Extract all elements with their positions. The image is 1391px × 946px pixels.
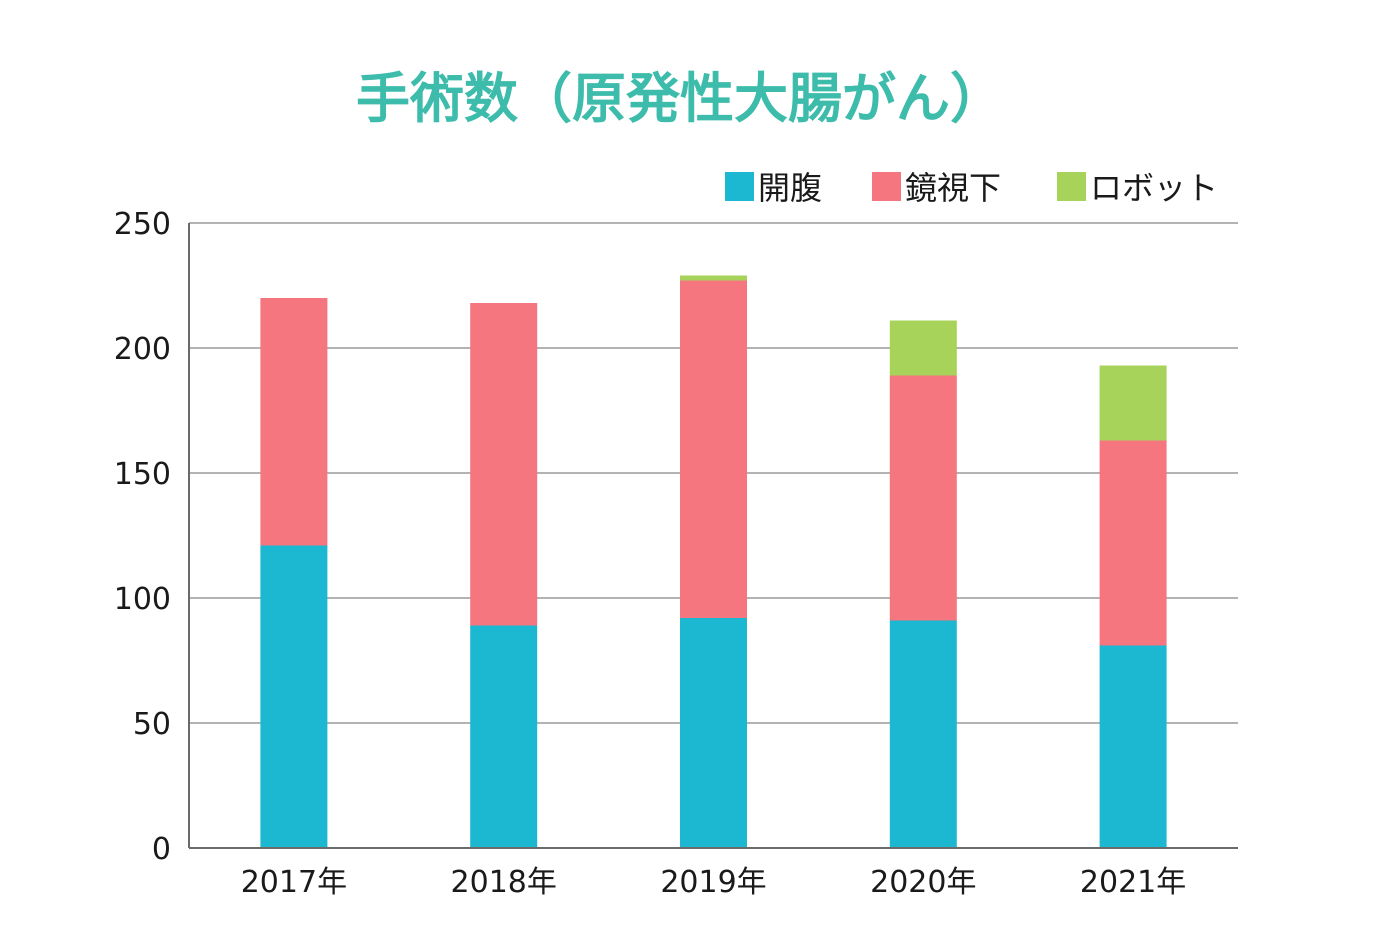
chart-title: 手術数（原発性大腸がん）	[356, 67, 1004, 130]
legend-label: ロボット	[1090, 169, 1218, 207]
bar-segment	[680, 280, 747, 618]
y-tick-label: 150	[114, 457, 171, 492]
y-tick-label: 250	[114, 207, 171, 242]
bar-segment	[470, 303, 538, 626]
x-tick-label: 2021年	[1080, 865, 1186, 900]
bar-segment	[680, 618, 747, 848]
bar-segment	[889, 375, 957, 621]
bar-segment	[680, 275, 747, 281]
axes	[188, 223, 1238, 849]
y-tick-label: 100	[114, 582, 171, 617]
legend-label: 開腹	[758, 169, 822, 207]
x-tick-label: 2019年	[660, 865, 766, 900]
bar-segment	[1099, 645, 1167, 848]
x-tick-labels: 2017年 2018年 2019年 2020年 2021年	[241, 865, 1187, 900]
bar-segment	[470, 625, 538, 848]
bar-segment	[1099, 365, 1167, 441]
legend: 開腹 鏡視下 ロボット	[725, 169, 1218, 207]
legend-swatch	[872, 172, 901, 201]
y-tick-label: 0	[152, 832, 171, 867]
bar-segment	[260, 298, 328, 546]
bars	[260, 275, 1167, 848]
y-tick-label: 200	[114, 332, 171, 367]
x-tick-label: 2020年	[870, 865, 976, 900]
x-tick-label: 2017年	[241, 865, 347, 900]
bar-segment	[889, 620, 957, 848]
legend-swatch	[1057, 172, 1086, 201]
y-tick-labels: 0 50 100 150 200 250	[114, 207, 171, 867]
legend-label: 鏡視下	[905, 169, 1001, 207]
bar-segment	[1099, 440, 1167, 646]
y-tick-label: 50	[133, 707, 171, 742]
bar-segment	[889, 320, 957, 376]
bar-segment	[260, 545, 328, 848]
legend-swatch	[725, 172, 754, 201]
x-tick-label: 2018年	[451, 865, 557, 900]
